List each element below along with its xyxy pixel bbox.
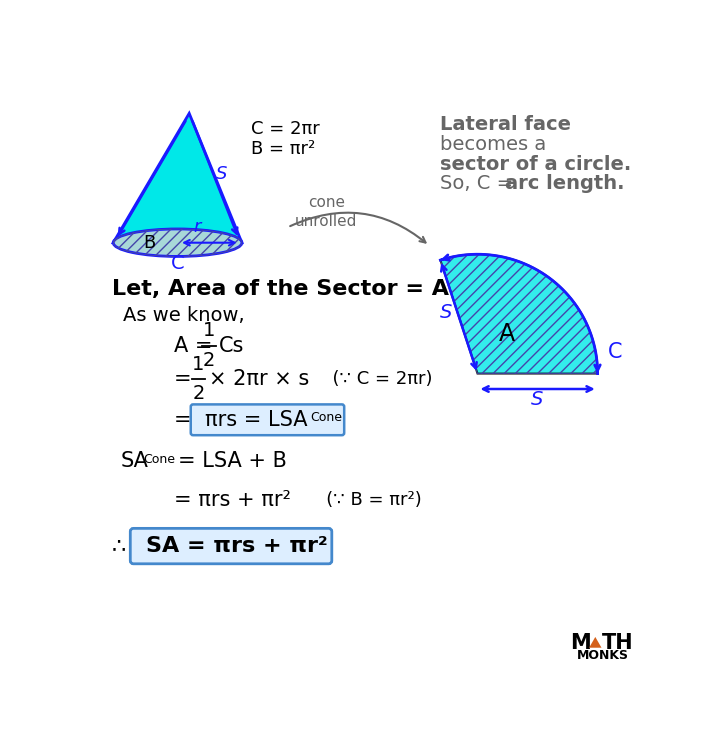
Text: Cone: Cone [143, 453, 176, 466]
Text: r: r [193, 218, 201, 236]
Text: As we know,: As we know, [122, 305, 244, 325]
Text: 2: 2 [202, 351, 215, 370]
Text: S: S [531, 390, 544, 408]
Text: becomes a: becomes a [441, 135, 546, 153]
Text: Let, Area of the Sector = A: Let, Area of the Sector = A [112, 279, 449, 299]
Text: C: C [171, 254, 184, 273]
Text: TH: TH [601, 633, 633, 653]
Text: SA = πrs + πr²: SA = πrs + πr² [145, 536, 328, 556]
FancyBboxPatch shape [191, 405, 344, 435]
Text: Cs: Cs [219, 336, 244, 356]
Text: = πrs + πr²: = πrs + πr² [174, 490, 291, 510]
Text: Cone: Cone [310, 411, 342, 424]
Text: So, C =: So, C = [441, 174, 520, 193]
FancyBboxPatch shape [130, 529, 332, 564]
Text: = LSA + B: = LSA + B [178, 451, 287, 472]
Text: A =: A = [174, 336, 219, 356]
Text: S: S [441, 304, 453, 323]
Text: ∴: ∴ [112, 536, 126, 556]
Text: SA: SA [121, 451, 149, 472]
Polygon shape [441, 254, 598, 374]
Text: sector of a circle.: sector of a circle. [441, 155, 631, 174]
Text: M: M [570, 633, 591, 653]
Text: arc length.: arc length. [505, 174, 625, 193]
Text: B = πr²: B = πr² [251, 140, 315, 158]
Text: B: B [143, 234, 156, 252]
Text: πrs = LSA: πrs = LSA [204, 410, 307, 430]
Text: S: S [216, 165, 228, 183]
Text: MONKS: MONKS [577, 649, 629, 662]
Polygon shape [113, 114, 242, 243]
Text: 1: 1 [202, 322, 215, 341]
Text: (∵ B = πr²): (∵ B = πr²) [310, 491, 422, 509]
Text: A: A [499, 322, 515, 346]
Text: =: = [174, 410, 198, 430]
Text: =: = [174, 369, 198, 389]
Text: × 2πr × s: × 2πr × s [209, 369, 309, 389]
Text: cone
unrolled: cone unrolled [295, 195, 358, 229]
Text: (∵ C = 2πr): (∵ C = 2πr) [321, 370, 433, 388]
Text: C = 2πr: C = 2πr [251, 120, 320, 138]
Text: 1: 1 [192, 355, 204, 374]
Text: 2: 2 [192, 384, 204, 403]
Ellipse shape [113, 229, 242, 256]
Text: Lateral face: Lateral face [441, 114, 571, 134]
Polygon shape [589, 637, 601, 647]
Text: C: C [608, 342, 622, 362]
